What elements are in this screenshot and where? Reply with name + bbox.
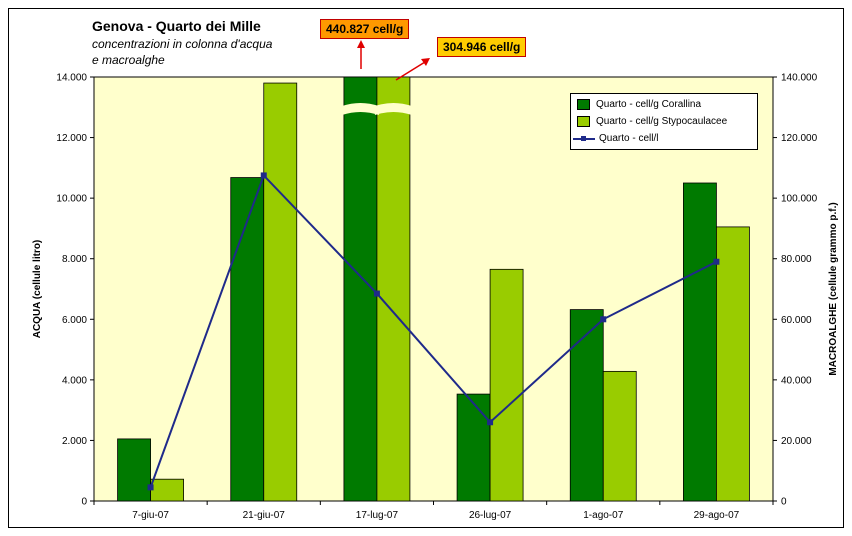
x-tick-label: 29-ago-07 [694, 510, 740, 521]
x-tick-label: 26-lug-07 [469, 510, 512, 521]
line-point-cell-l [260, 172, 267, 179]
line-cell-l [149, 173, 717, 488]
bar-stypocaulacee [602, 370, 637, 502]
break-label-corallina: 440.827 cell/g [320, 19, 410, 39]
left-tick-label: 14.000 [56, 73, 87, 84]
bar-stypocaulacee [489, 268, 524, 502]
line-point-cell-l [600, 316, 607, 323]
legend-swatch-stypocaulacee [577, 116, 590, 127]
x-tick-label: 1-ago-07 [583, 510, 623, 521]
right-axis-title: MACROALGHE (cellule grammo p.f.) [828, 202, 839, 375]
legend-item-stypocaulacee: Quarto - cell/g Stypocaulacee [571, 113, 757, 130]
left-tick-label: 0 [81, 497, 87, 508]
right-tick-label: 140.000 [781, 73, 818, 84]
right-tick-label: 80.000 [781, 254, 812, 265]
x-tick-label: 21-giu-07 [243, 510, 286, 521]
bar-stypocaulacee [716, 226, 750, 502]
line-point-cell-l [373, 290, 380, 297]
axis-break-mark [374, 103, 412, 115]
x-tick-label: 17-lug-07 [356, 510, 399, 521]
left-tick-label: 10.000 [56, 194, 87, 205]
chart-subtitle-line2: e macroalghe [92, 53, 165, 67]
line-point-cell-l [147, 484, 154, 491]
bar-corallina [456, 393, 491, 502]
break-label-stypocaulacee: 304.946 cell/g [437, 37, 527, 57]
chart-title: Genova - Quarto dei Mille [92, 18, 261, 34]
chart-subtitle-line1: concentrazioni in colonna d'acqua [92, 37, 273, 51]
legend-item-cell-l: Quarto - cell/l [571, 130, 757, 147]
left-tick-label: 2.000 [62, 436, 87, 447]
right-tick-label: 0 [781, 497, 787, 508]
legend-swatch-cell-l [573, 134, 595, 143]
bar-corallina [117, 438, 151, 502]
left-tick-label: 8.000 [62, 254, 87, 265]
right-tick-label: 60.000 [781, 315, 812, 326]
callout-arrow-stypocaulacee [395, 61, 426, 81]
line-point-cell-l [713, 258, 720, 265]
bar-corallina [683, 182, 717, 502]
callout-arrowhead-stypocaulacee [421, 58, 430, 66]
bar-corallina [569, 309, 604, 502]
left-axis-title: ACQUA (cellule litro) [32, 240, 43, 339]
right-tick-label: 20.000 [781, 436, 812, 447]
right-tick-label: 40.000 [781, 375, 812, 386]
bar-stypocaulacee [150, 478, 184, 502]
right-tick-label: 120.000 [781, 133, 818, 144]
legend: Quarto - cell/g Corallina Quarto - cell/… [570, 93, 758, 150]
x-tick-label: 7-giu-07 [132, 510, 169, 521]
legend-label-cell-l: Quarto - cell/l [599, 133, 659, 144]
axis-break-mark [341, 103, 379, 115]
legend-item-corallina: Quarto - cell/g Corallina [571, 96, 757, 113]
left-tick-label: 6.000 [62, 315, 87, 326]
line-point-cell-l [487, 419, 494, 426]
right-tick-label: 100.000 [781, 194, 818, 205]
bar-stypocaulacee [263, 82, 298, 502]
bar-corallina [230, 177, 265, 502]
legend-label-stypocaulacee: Quarto - cell/g Stypocaulacee [596, 116, 728, 127]
legend-label-corallina: Quarto - cell/g Corallina [596, 99, 702, 110]
legend-swatch-corallina [577, 99, 590, 110]
left-tick-label: 12.000 [56, 133, 87, 144]
callout-arrowhead-corallina [357, 40, 365, 48]
left-tick-label: 4.000 [62, 375, 87, 386]
bar-stypocaulacee [376, 76, 411, 502]
